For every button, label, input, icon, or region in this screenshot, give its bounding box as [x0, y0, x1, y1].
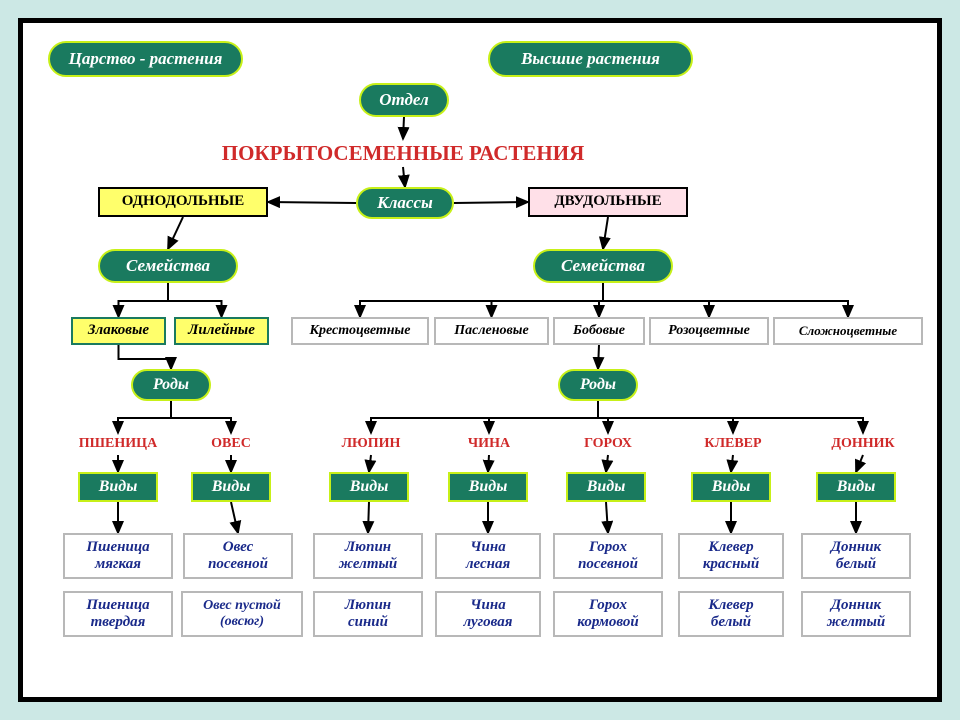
node-zlak: Злаковые: [71, 317, 166, 345]
node-s4a: Чина лесная: [435, 533, 541, 579]
node-v2: Виды: [191, 472, 271, 502]
node-classes: Классы: [356, 187, 454, 219]
node-mono: ОДНОДОЛЬНЫЕ: [98, 187, 268, 217]
node-famR: Семейства: [533, 249, 673, 283]
node-v5: Виды: [566, 472, 646, 502]
diagram-frame: Царство - растения Высшие растения Отдел ПО…: [18, 18, 942, 702]
node-higher: Высшие растения: [488, 41, 693, 77]
node-g4: ЧИНА: [449, 433, 529, 455]
node-g2: ОВЕС: [191, 433, 271, 455]
diagram-canvas: Царство - растения Высшие растения Отдел ПО…: [23, 23, 937, 697]
node-s5b: Горох кормовой: [553, 591, 663, 637]
node-lil: Лилейные: [174, 317, 269, 345]
node-bob: Бобовые: [553, 317, 645, 345]
node-s2b: Овес пустой (овсюг): [181, 591, 303, 637]
node-slozh: Сложноцветные: [773, 317, 923, 345]
node-g6: КЛЕВЕР: [688, 433, 778, 455]
node-v4: Виды: [448, 472, 528, 502]
node-v6: Виды: [691, 472, 771, 502]
node-s1a: Пшеница мягкая: [63, 533, 173, 579]
node-s6a: Клевер красный: [678, 533, 784, 579]
node-g3: ЛЮПИН: [321, 433, 421, 455]
node-dicot: ДВУДОЛЬНЫЕ: [528, 187, 688, 217]
node-famL: Семейства: [98, 249, 238, 283]
node-v7: Виды: [816, 472, 896, 502]
node-s2a: Овес посевной: [183, 533, 293, 579]
node-rozo: Розоцветные: [649, 317, 769, 345]
node-g7: ДОННИК: [813, 433, 913, 455]
node-s1b: Пшеница твердая: [63, 591, 173, 637]
node-kingdom: Царство - растения: [48, 41, 243, 77]
node-s5a: Горох посевной: [553, 533, 663, 579]
node-v3: Виды: [329, 472, 409, 502]
node-s7a: Донник белый: [801, 533, 911, 579]
node-g5: ГОРОХ: [563, 433, 653, 455]
node-s7b: Донник желтый: [801, 591, 911, 637]
node-krest: Крестоцветные: [291, 317, 429, 345]
node-s3a: Люпин желтый: [313, 533, 423, 579]
node-genL: Роды: [131, 369, 211, 401]
node-s4b: Чина луговая: [435, 591, 541, 637]
node-s3b: Люпин синий: [313, 591, 423, 637]
node-dept: Отдел: [359, 83, 449, 117]
node-g1: ПШЕНИЦА: [63, 433, 173, 455]
node-pasl: Пасленовые: [434, 317, 549, 345]
node-genR: Роды: [558, 369, 638, 401]
node-title: ПОКРЫТОСЕМЕННЫЕ РАСТЕНИЯ: [173, 139, 633, 167]
node-v1: Виды: [78, 472, 158, 502]
node-s6b: Клевер белый: [678, 591, 784, 637]
